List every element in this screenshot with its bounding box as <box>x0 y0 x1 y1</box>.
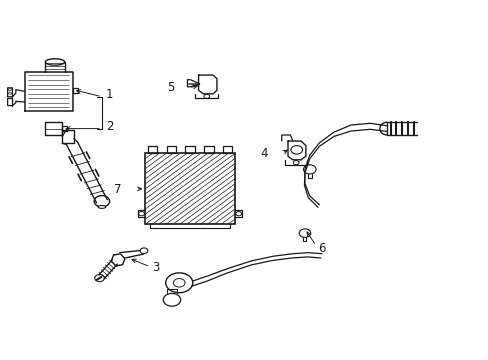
Ellipse shape <box>98 206 105 208</box>
Text: 4: 4 <box>260 147 267 160</box>
Text: 2: 2 <box>105 120 113 133</box>
Text: 1: 1 <box>105 89 113 102</box>
Text: 6: 6 <box>318 242 325 255</box>
Bar <box>166 145 176 153</box>
Bar <box>203 145 213 153</box>
Bar <box>185 145 195 153</box>
Bar <box>223 145 232 153</box>
Text: 7: 7 <box>114 184 121 197</box>
Text: 5: 5 <box>167 81 174 94</box>
Text: 3: 3 <box>152 261 160 274</box>
Bar <box>147 145 157 153</box>
Bar <box>145 153 234 224</box>
